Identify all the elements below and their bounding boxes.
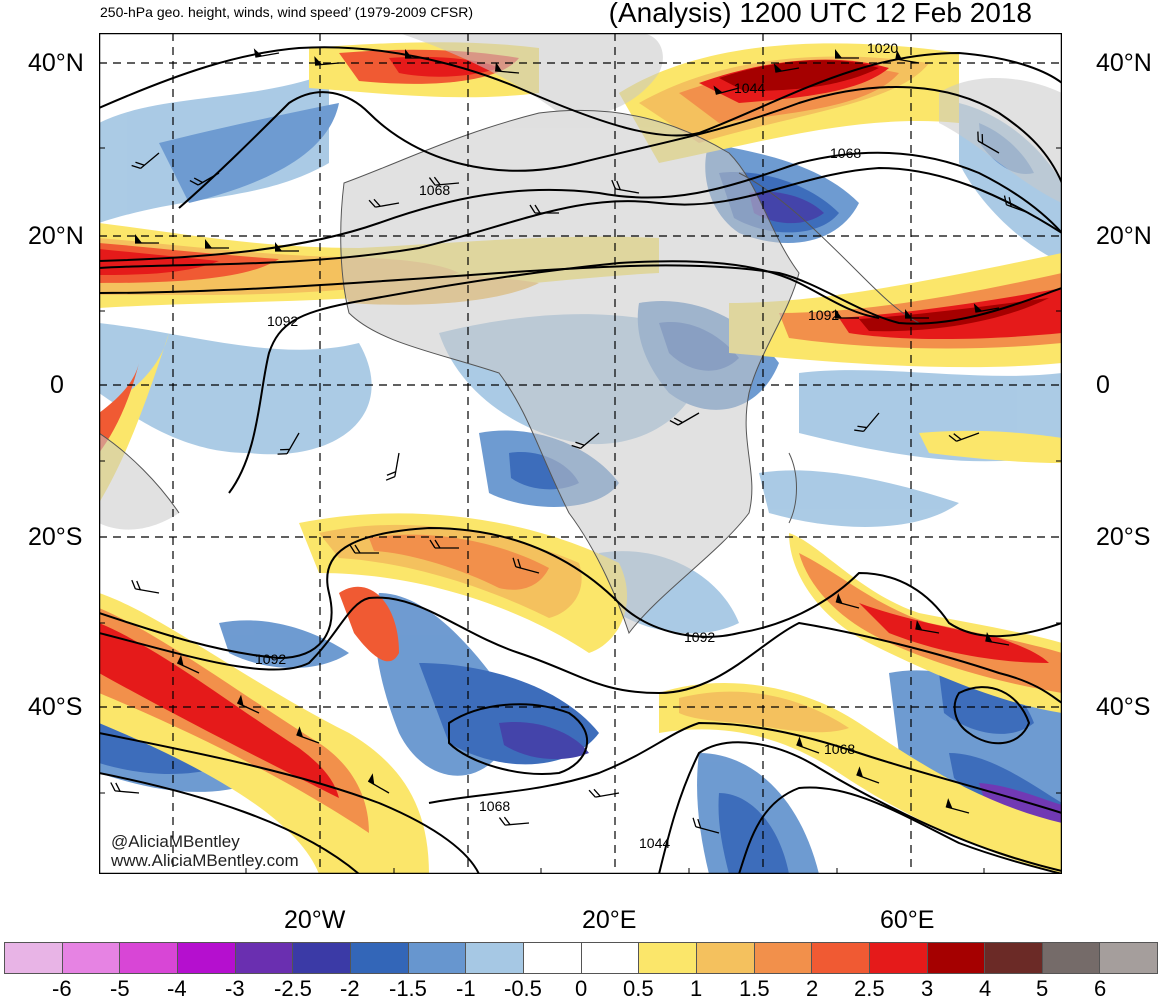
lon-label: 60°E — [880, 906, 935, 934]
colorbar-tick-label: 6 — [1094, 976, 1107, 1001]
lat-label: 20°S — [1096, 523, 1151, 551]
colorbar-tick-label: 2.5 — [854, 976, 885, 1001]
colorbar-tick-label: -1.5 — [389, 976, 427, 1001]
contour-label: 1020 — [867, 40, 898, 56]
lat-label: 0 — [50, 371, 64, 399]
height-contours — [99, 46, 1062, 874]
credit-website: www.AliciaMBentley.com — [110, 851, 299, 870]
colorbar-swatch — [754, 942, 813, 974]
colorbar-swatch — [869, 942, 928, 974]
colorbar-swatch — [581, 942, 640, 974]
colorbar-tick-label: -2 — [340, 976, 360, 1001]
lon-label: 20°E — [582, 906, 637, 934]
colorbar-tick-label: 0.5 — [623, 976, 654, 1001]
colorbar-tick-label: 0 — [575, 976, 588, 1001]
contour-label: 1068 — [830, 145, 861, 161]
colorbar-swatch — [350, 942, 409, 974]
colorbar-tick-label: 4 — [979, 976, 992, 1001]
contour-label-group: 1020 1044 1068 1068 1092 1092 1092 1092 … — [255, 40, 898, 851]
contour-label: 1068 — [824, 741, 855, 757]
colorbar-tick-label: -4 — [167, 976, 187, 1001]
colorbar-swatch — [1100, 942, 1159, 974]
lat-lon-grid — [99, 33, 1062, 874]
contour-label: 1092 — [684, 629, 715, 645]
colorbar-swatch — [812, 942, 870, 974]
colorbar-tick-label: -6 — [52, 976, 72, 1001]
colorbar-swatch — [177, 942, 236, 974]
lat-label: 20°N — [1096, 222, 1152, 250]
contour-label: 1092 — [808, 307, 839, 323]
colorbar-tick-label: -0.5 — [504, 976, 542, 1001]
colorbar-frame — [4, 942, 1158, 974]
colorbar-swatch — [1042, 942, 1101, 974]
colorbar-tick-label: 2 — [806, 976, 819, 1001]
colorbar-tick-label: -3 — [225, 976, 245, 1001]
contour-label: 1044 — [639, 835, 670, 851]
lat-label: 40°S — [28, 693, 83, 721]
colorbar-tick-label: 1.5 — [739, 976, 770, 1001]
map-subtitle: 250-hPa geo. height, winds, wind speed’ … — [100, 4, 474, 20]
lat-label: 0 — [1096, 371, 1110, 399]
coastlines — [99, 109, 920, 635]
colorbar-swatch — [466, 942, 524, 974]
contour-label: 1092 — [267, 313, 298, 329]
contour-label: 1068 — [479, 798, 510, 814]
lat-label: 20°S — [28, 523, 83, 551]
colorbar-swatch — [408, 942, 467, 974]
colorbar-swatch — [696, 942, 755, 974]
contour-label: 1044 — [734, 80, 765, 96]
lon-label: 20°W — [284, 906, 346, 934]
colorbar-swatch — [293, 942, 351, 974]
colorbar-swatch — [235, 942, 294, 974]
colorbar-swatch — [639, 942, 697, 974]
colorbar-tick-label: -5 — [110, 976, 130, 1001]
colorbar-tick-label: -2.5 — [274, 976, 312, 1001]
lat-label: 20°N — [28, 222, 84, 250]
contour-label: 1092 — [255, 651, 286, 667]
weather-map: 1020 1044 1068 1068 1092 1092 1092 1092 … — [99, 33, 1062, 874]
lat-label: 40°S — [1096, 693, 1151, 721]
colorbar-swatch — [927, 942, 986, 974]
colorbar-swatch — [4, 942, 63, 974]
colorbar-tick-label: 3 — [921, 976, 934, 1001]
lat-label: 40°N — [28, 49, 84, 77]
lat-label: 40°N — [1096, 49, 1152, 77]
map-title: (Analysis) 1200 UTC 12 Feb 2018 — [608, 0, 1032, 28]
credit-handle: @AliciaMBentley — [111, 832, 240, 851]
colorbar-swatch — [523, 942, 582, 974]
contour-label: 1068 — [419, 182, 450, 198]
colorbar-tick-label: -1 — [456, 976, 476, 1001]
colorbar-tick-label: 5 — [1036, 976, 1049, 1001]
land-mask — [99, 33, 1062, 634]
colorbar-swatch — [62, 942, 121, 974]
colorbar-swatch — [120, 942, 178, 974]
colorbar-tick-label: 1 — [690, 976, 703, 1001]
colorbar — [4, 942, 1159, 974]
colorbar-swatch — [985, 942, 1043, 974]
